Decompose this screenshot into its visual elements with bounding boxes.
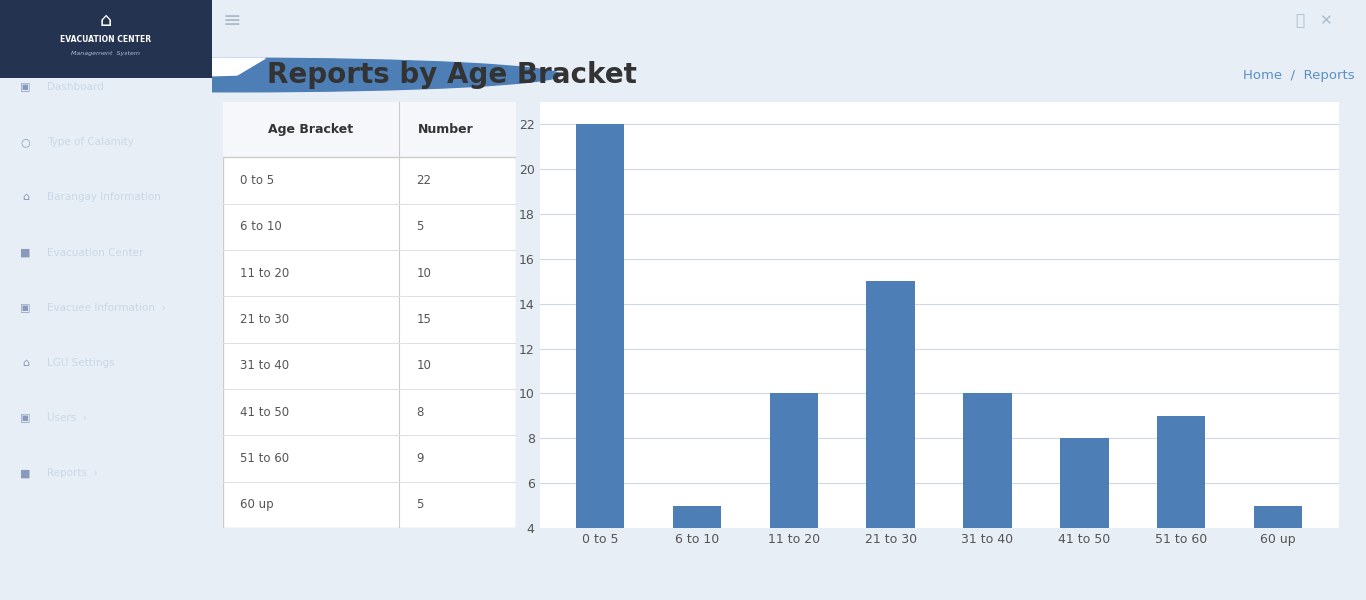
Bar [866, 281, 915, 600]
Text: 31 to 40: 31 to 40 [240, 359, 290, 373]
Text: 0 to 5: 0 to 5 [240, 174, 275, 187]
Text: 10: 10 [417, 266, 432, 280]
Text: ⏻: ⏻ [1295, 13, 1305, 28]
Bar [576, 124, 624, 600]
Bar [1254, 506, 1302, 600]
Text: Reports by Age Bracket: Reports by Age Bracket [268, 61, 637, 89]
Text: ▣: ▣ [20, 82, 30, 92]
Text: 6 to 10: 6 to 10 [240, 220, 281, 233]
Text: ▣: ▣ [20, 303, 30, 313]
Text: EVACUATION CENTER: EVACUATION CENTER [60, 34, 152, 43]
Text: ⌂: ⌂ [100, 11, 112, 31]
Text: 5: 5 [417, 220, 423, 233]
FancyBboxPatch shape [0, 0, 212, 78]
Text: 5: 5 [417, 499, 423, 511]
Bar [672, 506, 721, 600]
Bar [1157, 416, 1206, 600]
Bar [1060, 439, 1109, 600]
Wedge shape [0, 58, 265, 83]
FancyBboxPatch shape [223, 102, 516, 157]
Circle shape [0, 58, 560, 92]
Text: ≡: ≡ [223, 11, 242, 31]
Text: Dashboard: Dashboard [46, 82, 104, 92]
Text: Home  /  Reports: Home / Reports [1243, 68, 1355, 82]
Text: Reports  ›: Reports › [46, 469, 97, 478]
Text: Evacuation Center: Evacuation Center [46, 248, 143, 257]
Text: 10: 10 [417, 359, 432, 373]
Text: 8: 8 [417, 406, 423, 419]
Text: ○: ○ [20, 137, 30, 147]
Text: 41 to 50: 41 to 50 [240, 406, 290, 419]
Text: 60 up: 60 up [240, 499, 275, 511]
Text: 9: 9 [417, 452, 423, 465]
Text: 21 to 30: 21 to 30 [240, 313, 290, 326]
Text: Age Bracket: Age Bracket [268, 123, 354, 136]
FancyBboxPatch shape [223, 102, 516, 528]
Text: ⌂: ⌂ [22, 193, 29, 202]
Text: 22: 22 [417, 174, 432, 187]
Text: Evacuee Information  ›: Evacuee Information › [46, 303, 165, 313]
Text: 15: 15 [417, 313, 432, 326]
Text: Users  ›: Users › [46, 413, 86, 423]
Text: ■: ■ [20, 469, 30, 478]
Text: ⌂: ⌂ [22, 358, 29, 368]
Text: Management  System: Management System [71, 52, 141, 56]
Text: Barangay Information: Barangay Information [46, 193, 160, 202]
Text: 11 to 20: 11 to 20 [240, 266, 290, 280]
Text: ▣: ▣ [20, 413, 30, 423]
Text: Type of Calamity: Type of Calamity [46, 137, 134, 147]
Text: 51 to 60: 51 to 60 [240, 452, 290, 465]
Text: ✕: ✕ [1320, 13, 1332, 28]
Text: Number: Number [418, 123, 474, 136]
Text: LGU Settings: LGU Settings [46, 358, 115, 368]
Text: ■: ■ [20, 248, 30, 257]
Bar [963, 394, 1012, 600]
Bar [769, 394, 818, 600]
